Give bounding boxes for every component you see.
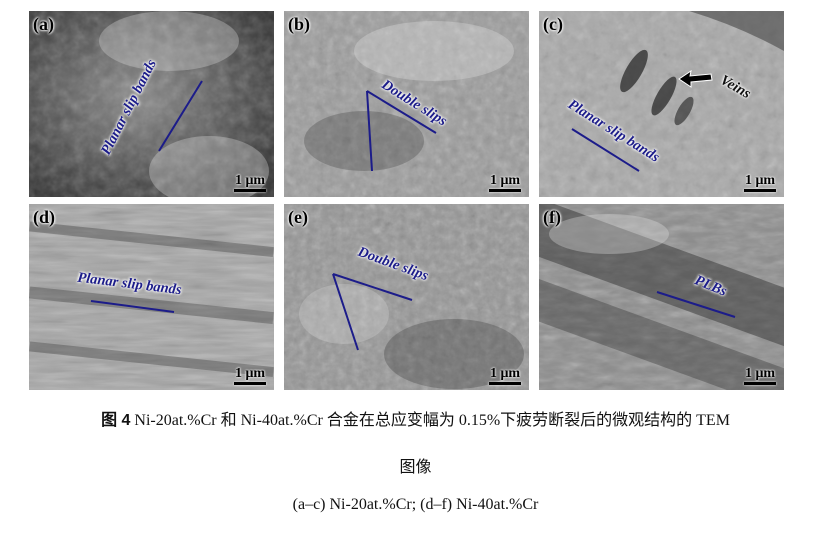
scale-bar: 1 μm <box>489 367 521 385</box>
caption-subtitle: (a–c) Ni-20at.%Cr; (d–f) Ni-40at.%Cr <box>292 496 539 513</box>
tem-panel-b: (b) Double slips 1 μm <box>284 11 529 197</box>
figure-caption: 图 4 Ni-20at.%Cr 和 Ni-40at.%Cr 合金在总应变幅为 0… <box>0 406 831 430</box>
tem-micrograph-e <box>284 204 529 390</box>
panel-label: (a) <box>33 14 54 34</box>
panel-label: (d) <box>33 207 55 227</box>
caption-text: Ni-20at.%Cr 和 Ni-40at.%Cr 合金在总应变幅为 0.15%… <box>134 412 730 429</box>
panel-label: (e) <box>288 207 308 227</box>
panel-label: (f) <box>543 207 561 227</box>
scale-bar: 1 μm <box>744 367 776 385</box>
scale-bar: 1 μm <box>489 174 521 192</box>
tem-panel-d: (d) Planar slip bands 1 μm <box>29 204 274 390</box>
tem-micrograph-c <box>539 11 784 197</box>
tem-micrograph-d <box>29 204 274 390</box>
figure-subtitle: (a–c) Ni-20at.%Cr; (d–f) Ni-40at.%Cr <box>0 496 831 514</box>
panel-label: (b) <box>288 14 310 34</box>
tem-panel-f: (f) PLBs 1 μm <box>539 204 784 390</box>
panel-label: (c) <box>543 14 563 34</box>
tem-micrograph-a <box>29 11 274 197</box>
tem-micrograph-f <box>539 204 784 390</box>
scale-bar: 1 μm <box>234 174 266 192</box>
scale-bar: 1 μm <box>744 174 776 192</box>
tem-panel-a: (a) Planar slip bands 1 μm <box>29 11 274 197</box>
tem-panel-e: (e) Double slips 1 μm <box>284 204 529 390</box>
figure-number: 图 4 <box>101 412 131 429</box>
figure-caption-continued: 图像 <box>0 453 831 477</box>
tem-panel-c: (c) Veins Planar slip bands 1 μm <box>539 11 784 197</box>
scale-bar: 1 μm <box>234 367 266 385</box>
caption-text-continued: 图像 <box>399 459 432 476</box>
